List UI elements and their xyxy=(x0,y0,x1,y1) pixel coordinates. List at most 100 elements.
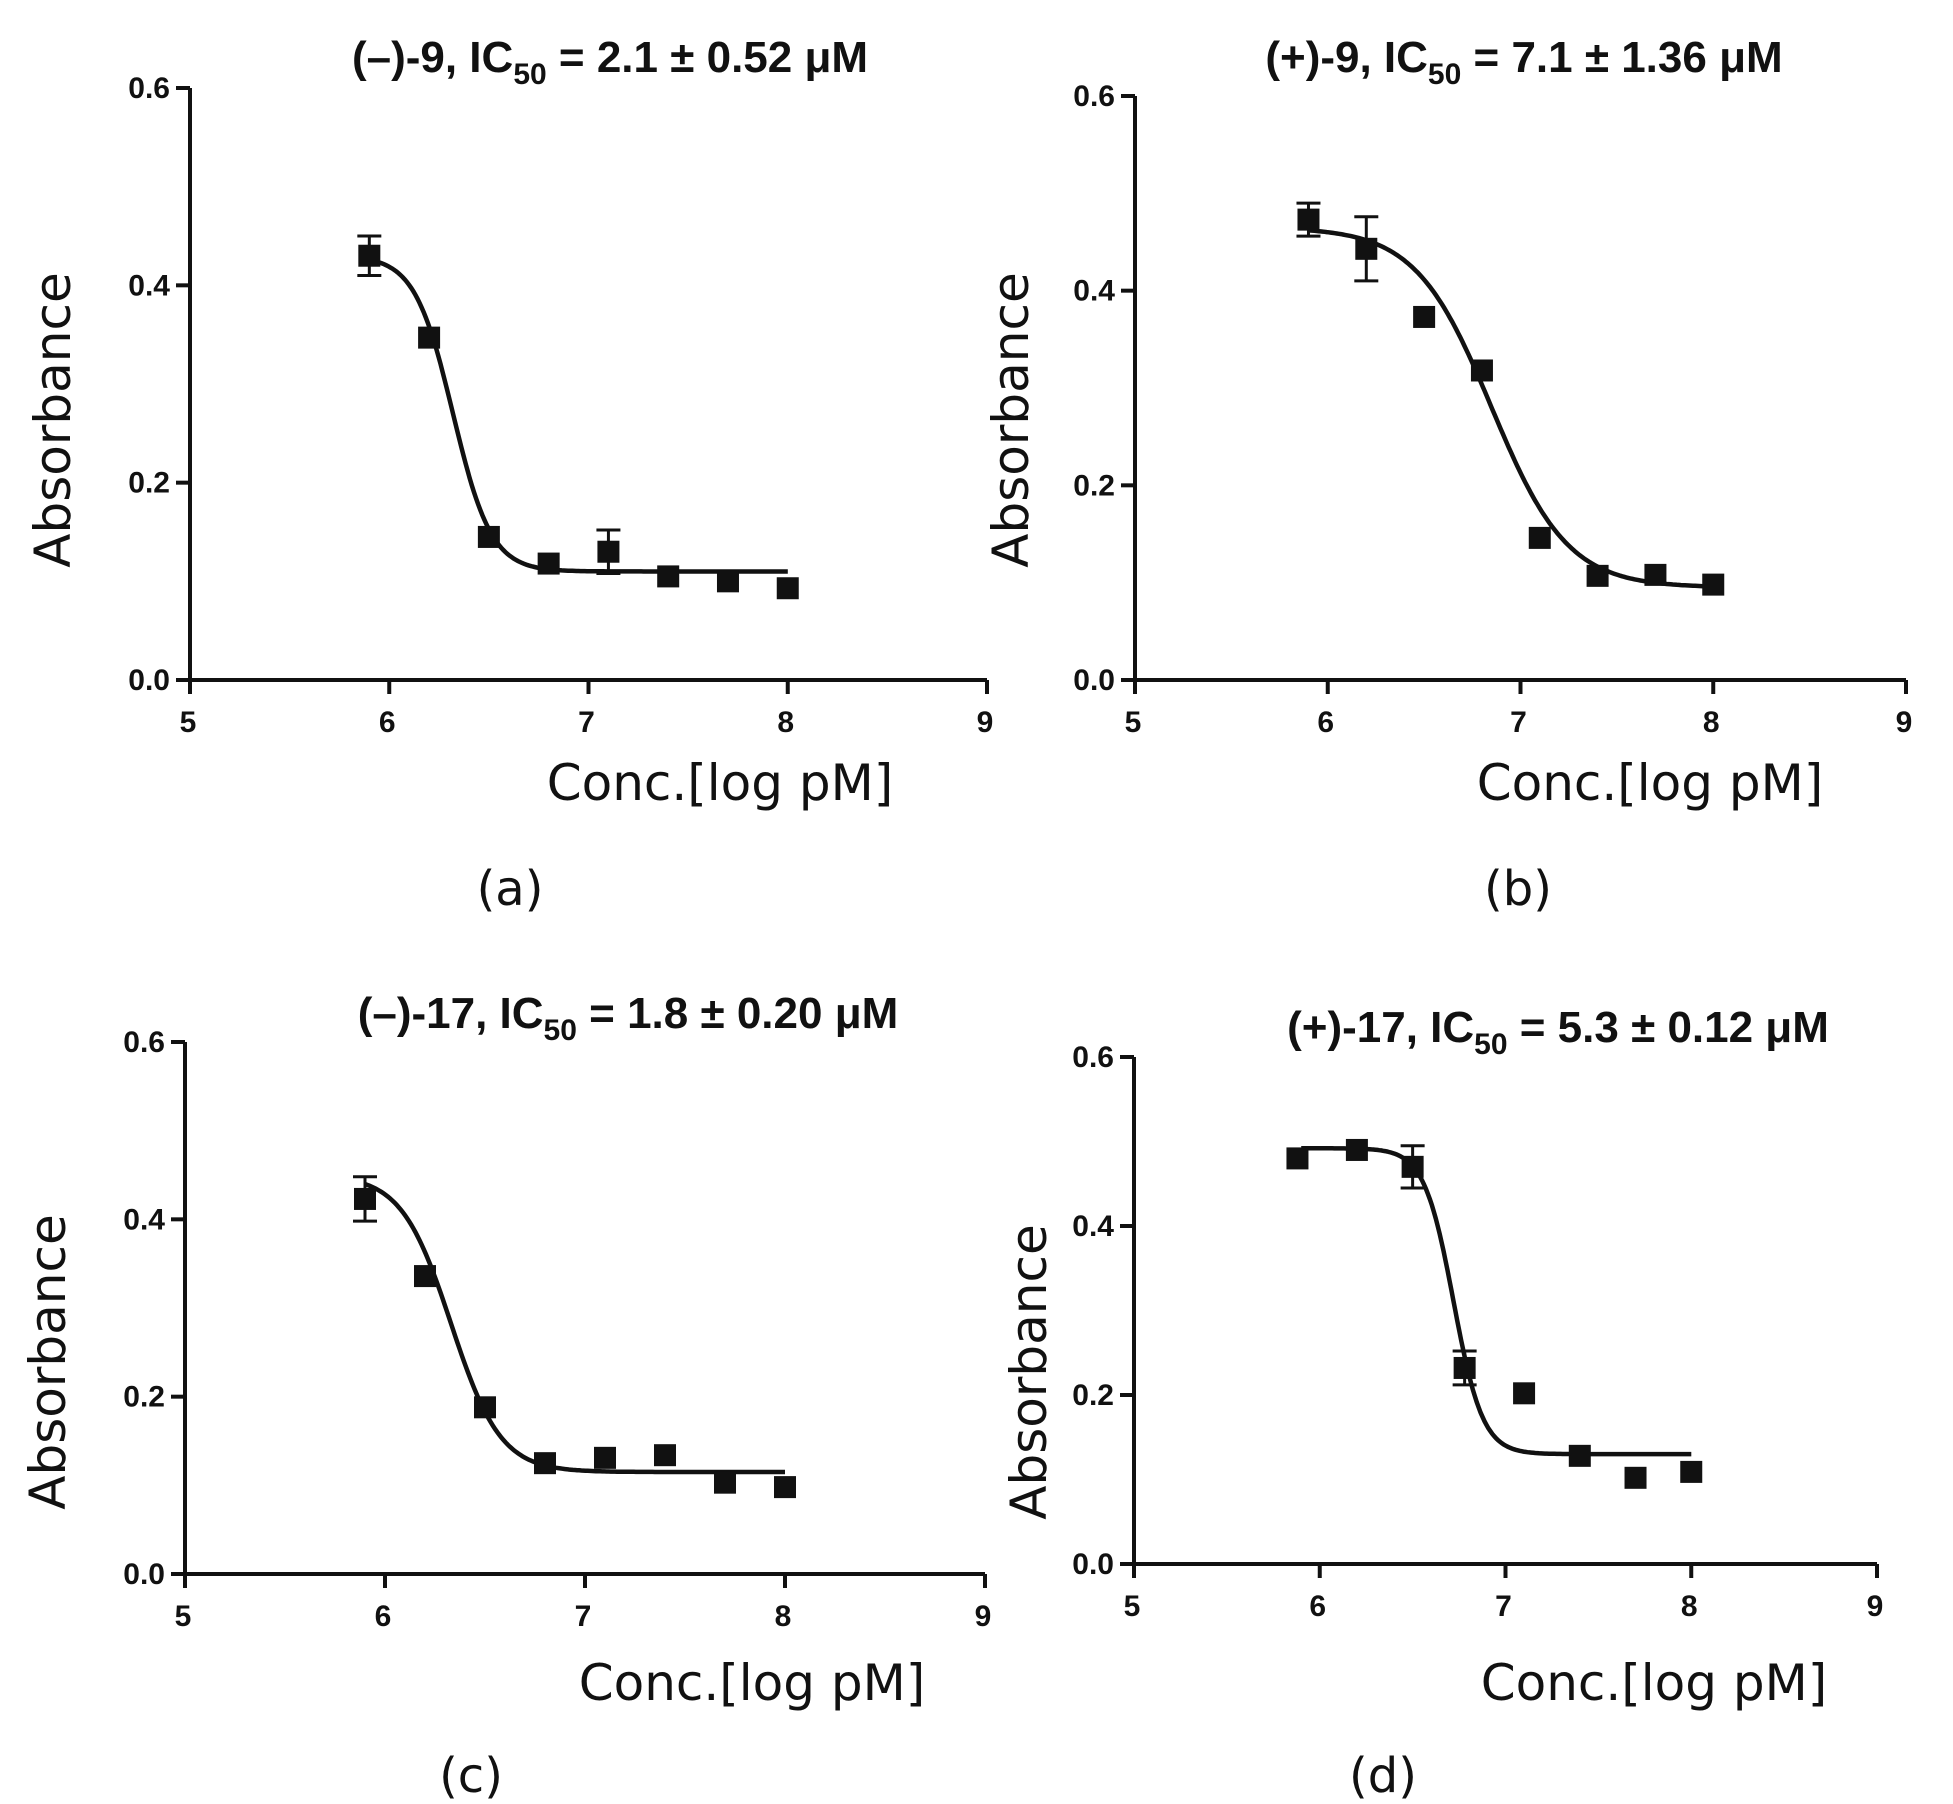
data-point xyxy=(1345,1138,1368,1161)
title-prefix: (+)-9, IC xyxy=(1265,33,1428,82)
x-tick-label: 7 xyxy=(1495,1590,1512,1623)
panel-c: 0.0 0.2 0.4 0.6 5 6 7 8 9 (–)-17, IC50 = 1.8 ± 0.… xyxy=(0,902,991,1804)
data-point xyxy=(1586,564,1609,587)
data-point xyxy=(474,1396,496,1419)
data-point xyxy=(1470,359,1493,382)
panel-label: (d) xyxy=(1349,1748,1417,1804)
chart-svg: 0.0 0.2 0.4 0.6 5 6 7 8 9 (–)-17, IC50 = 1.8 ± 0.… xyxy=(19,989,991,1804)
x-tick-label: 6 xyxy=(1309,1590,1326,1623)
data-point xyxy=(1680,1460,1703,1483)
x-tick-label: 8 xyxy=(777,706,794,739)
panel-label: (b) xyxy=(1484,861,1552,917)
y-axis-title: Absorbance xyxy=(24,272,82,567)
x-tick-label: 8 xyxy=(775,1600,792,1633)
y-tick-label: 0.6 xyxy=(123,1026,165,1059)
chart-svg: 0.0 0.2 0.4 0.6 5 6 7 8 9 (+)-9, IC50 = 7.1 ± 1.3… xyxy=(982,33,1913,917)
data-point xyxy=(1624,1466,1647,1489)
data-point xyxy=(774,1476,796,1499)
y-tick-label: 0.4 xyxy=(1073,275,1115,308)
y-axis-title: Absorbance xyxy=(19,1214,77,1509)
fit-curve xyxy=(368,257,788,574)
data-point xyxy=(1702,573,1725,596)
data-point xyxy=(1513,1382,1536,1405)
y-tick-label: 0.2 xyxy=(1073,469,1115,502)
title-subscript: 50 xyxy=(1428,58,1461,91)
y-tick-label: 0.6 xyxy=(1072,1041,1114,1074)
data-point xyxy=(1401,1155,1424,1178)
y-axis-title: Absorbance xyxy=(982,272,1040,567)
data-point xyxy=(776,577,799,600)
data-point xyxy=(594,1446,616,1469)
x-tick-label: 9 xyxy=(975,1600,992,1633)
y-tick-label: 0.6 xyxy=(128,72,170,105)
data-point xyxy=(1355,237,1378,260)
panel-d: 0.0 0.2 0.4 0.6 5 6 7 8 9 (+)-17, IC50 = 5.3 ± 0.… xyxy=(976,902,1953,1804)
title-suffix: = 7.1 ± 1.36 μM xyxy=(1461,33,1782,82)
data-point xyxy=(716,570,739,593)
x-tick-label: 8 xyxy=(1681,1590,1698,1623)
data-point xyxy=(1413,305,1436,328)
y-axis-title: Absorbance xyxy=(1000,1224,1058,1519)
x-tick-label: 9 xyxy=(977,706,994,739)
x-axis-title: Conc.[log pM] xyxy=(1481,1654,1828,1712)
x-tick-label: 7 xyxy=(1510,706,1527,739)
title-suffix: = 1.8 ± 0.20 μM xyxy=(577,989,898,1038)
data-point xyxy=(358,244,381,267)
panel-b: 0.0 0.2 0.4 0.6 5 6 7 8 9 (+)-9, IC50 = 7.1 ± 1.3… xyxy=(976,0,1953,917)
data-point xyxy=(1568,1444,1591,1467)
data-point xyxy=(1453,1356,1476,1379)
x-tick-label: 9 xyxy=(1896,706,1913,739)
data-point xyxy=(654,1444,676,1467)
y-tick-label: 0.0 xyxy=(123,1558,165,1591)
title-suffix: = 5.3 ± 0.12 μM xyxy=(1508,1003,1829,1052)
data-point xyxy=(1286,1147,1309,1170)
y-tick-label: 0.0 xyxy=(1073,664,1115,697)
title-suffix: = 2.1 ± 0.52 μM xyxy=(547,33,868,82)
chart-svg: 0.0 0.2 0.4 0.6 5 6 7 8 9 (–)-9, IC50 = 2.1 ± 0.5… xyxy=(24,33,993,917)
x-tick-label: 6 xyxy=(379,706,396,739)
x-tick-label: 6 xyxy=(1317,706,1334,739)
y-tick-label: 0.0 xyxy=(128,664,170,697)
title-prefix: (–)-9, IC xyxy=(352,33,513,82)
data-point xyxy=(657,565,680,588)
x-tick-label: 8 xyxy=(1703,706,1720,739)
title-prefix: (–)-17, IC xyxy=(358,989,544,1038)
data-point xyxy=(537,552,560,575)
data-point xyxy=(597,540,620,563)
chart-title: (+)-9, IC50 = 7.1 ± 1.36 μM xyxy=(1265,33,1782,91)
data-point xyxy=(477,525,500,548)
chart-title: (+)-17, IC50 = 5.3 ± 0.12 μM xyxy=(1287,1003,1829,1061)
title-subscript: 50 xyxy=(513,58,546,91)
fit-curve xyxy=(364,1181,785,1475)
data-point xyxy=(1644,563,1667,586)
chart-title: (–)-17, IC50 = 1.8 ± 0.20 μM xyxy=(358,989,899,1047)
title-prefix: (+)-17, IC xyxy=(1287,1003,1474,1052)
x-tick-label: 5 xyxy=(1125,706,1142,739)
y-tick-label: 0.2 xyxy=(123,1381,165,1414)
x-axis-title: Conc.[log pM] xyxy=(579,1654,926,1712)
chart-svg: 0.0 0.2 0.4 0.6 5 6 7 8 9 (+)-17, IC50 = 5.3 ± 0.… xyxy=(1000,1003,1884,1804)
data-point xyxy=(418,326,441,349)
data-point xyxy=(714,1471,736,1494)
y-tick-label: 0.4 xyxy=(128,269,170,302)
x-tick-label: 7 xyxy=(578,706,595,739)
data-point xyxy=(1297,208,1320,231)
panel-label: (c) xyxy=(439,1748,503,1804)
x-tick-label: 5 xyxy=(180,706,197,739)
panel-label: (a) xyxy=(477,861,544,917)
panel-a: 0.0 0.2 0.4 0.6 5 6 7 8 9 (–)-9, IC50 = 2.1 ± 0.5… xyxy=(0,0,993,917)
y-tick-label: 0.4 xyxy=(123,1203,165,1236)
y-tick-label: 0.2 xyxy=(1072,1379,1114,1412)
fit-curve xyxy=(1308,228,1714,589)
y-tick-label: 0.4 xyxy=(1072,1210,1114,1243)
data-point xyxy=(354,1187,376,1210)
x-axis-title: Conc.[log pM] xyxy=(1477,754,1824,812)
data-point xyxy=(1528,526,1551,549)
x-axis-title: Conc.[log pM] xyxy=(547,754,894,812)
y-tick-label: 0.6 xyxy=(1073,80,1115,113)
data-point xyxy=(414,1265,436,1288)
y-tick-label: 0.2 xyxy=(128,467,170,500)
x-tick-label: 9 xyxy=(1867,1590,1884,1623)
chart-title: (–)-9, IC50 = 2.1 ± 0.52 μM xyxy=(352,33,868,91)
y-tick-label: 0.0 xyxy=(1072,1548,1114,1581)
